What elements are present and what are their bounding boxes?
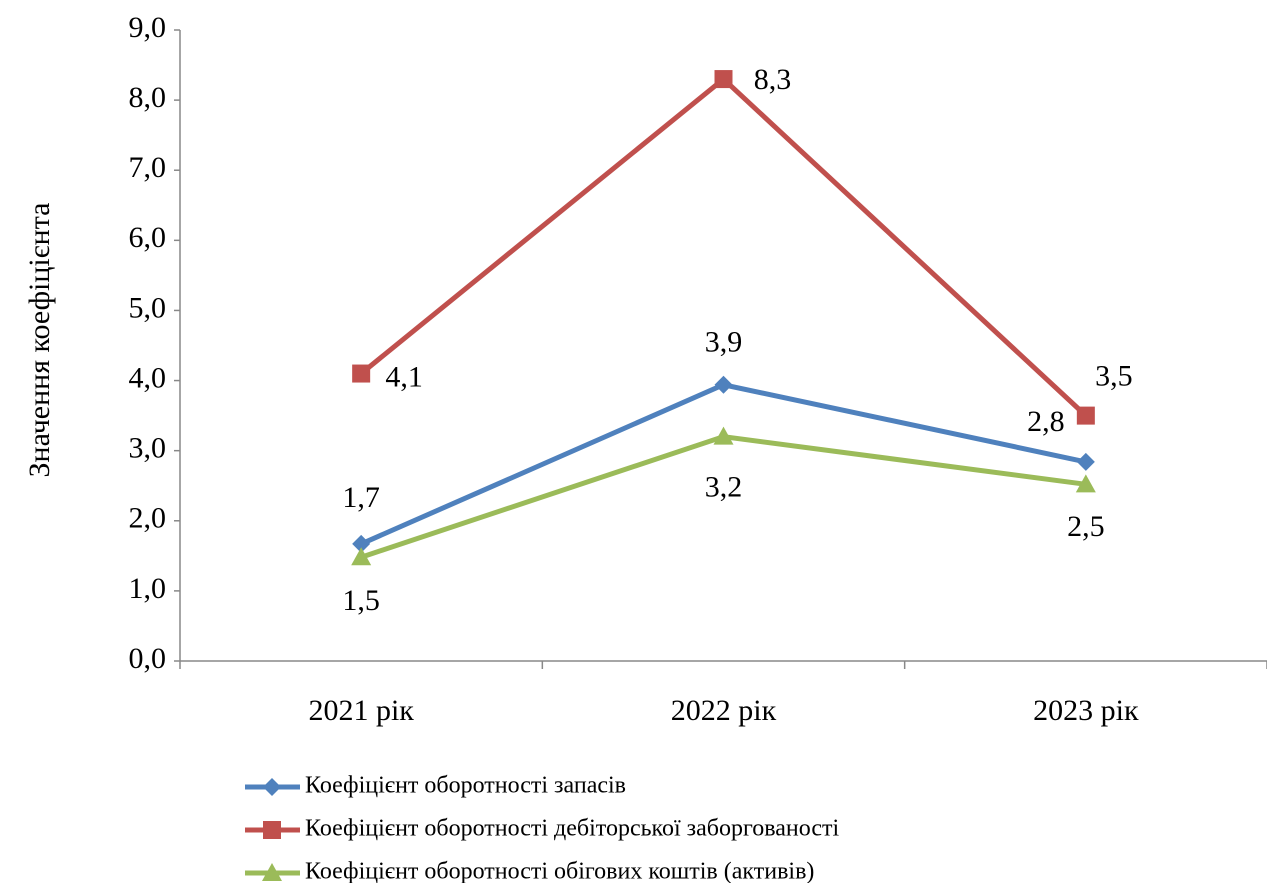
y-tick-label: 5,0 [129,291,167,324]
data-label: 4,1 [385,360,423,393]
y-axis-title: Значення коефіцієнта [23,203,56,478]
legend-label: Коефіцієнт оборотності обігових коштів (… [305,859,814,883]
data-label: 3,9 [705,326,743,359]
data-point [351,547,372,566]
series-line [359,75,1088,418]
data-label: 1,7 [342,481,380,514]
data-point [714,70,733,89]
x-tick-label: 2022 рік [671,694,777,727]
data-point [714,375,733,394]
y-tick-label: 7,0 [129,151,167,184]
data-point [1076,406,1095,425]
y-tick-label: 8,0 [129,81,167,114]
data-point [352,364,371,383]
y-tick-label: 1,0 [129,572,167,605]
legend-marker [262,863,282,881]
data-point [713,426,734,445]
legend-label: Коефіцієнт оборотності дебіторської забо… [305,816,840,842]
legend-marker [263,778,281,796]
data-point [352,534,371,553]
data-point [1075,474,1096,493]
legend-label: Коефіцієнт оборотності запасів [305,773,626,799]
data-label: 2,5 [1067,510,1105,543]
y-tick-label: 9,0 [129,11,167,44]
x-tick-label: 2023 рік [1033,694,1139,727]
data-label: 3,5 [1095,360,1133,393]
x-tick-label: 2021 рік [308,694,414,727]
data-label: 1,5 [342,584,380,617]
y-tick-label: 2,0 [129,502,167,535]
data-label: 8,3 [754,63,792,96]
y-tick-label: 6,0 [129,221,167,254]
legend-marker [263,821,281,839]
y-tick-label: 4,0 [129,361,167,394]
data-point [1076,452,1095,471]
y-tick-label: 3,0 [129,432,167,465]
data-label: 3,2 [705,471,743,504]
data-label: 2,8 [1027,405,1065,438]
y-tick-label: 0,0 [129,642,167,675]
